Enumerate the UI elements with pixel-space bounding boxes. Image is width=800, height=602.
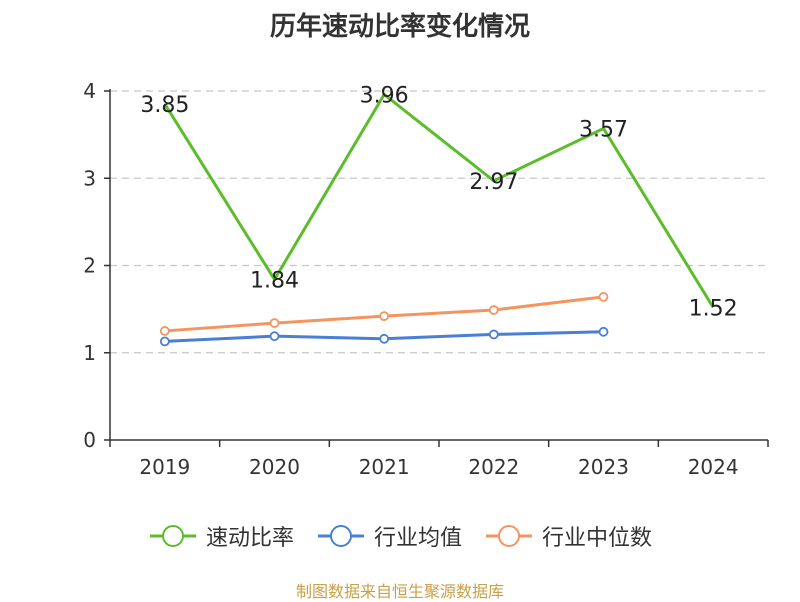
data-labels: 3.85 1.84 3.96 2.97 3.57 1.52: [140, 83, 737, 321]
data-point: [269, 318, 280, 328]
x-tick-label: 2021: [359, 455, 410, 479]
data-point: [379, 333, 390, 344]
y-tick-label: 1: [83, 341, 96, 365]
legend-item[interactable]: 行业中位数: [484, 520, 652, 552]
series-line: [163, 92, 715, 309]
data-point: [598, 292, 609, 302]
x-tick-label: 2024: [688, 455, 739, 479]
data-label: 3.96: [360, 83, 409, 108]
x-tick-label: 2023: [578, 455, 629, 479]
chart-title: 历年速动比率变化情况: [269, 12, 530, 42]
legend-label: 速动比率: [205, 526, 294, 551]
data-point: [159, 336, 170, 347]
source-note: 制图数据来自恒生聚源数据库: [295, 582, 504, 601]
y-tick-label: 4: [83, 79, 96, 103]
data-point: [379, 311, 390, 322]
legend-item[interactable]: 速动比率: [148, 520, 294, 552]
data-label: 3.57: [579, 118, 628, 143]
data-point: [598, 326, 609, 337]
legend-item[interactable]: 行业均值: [316, 520, 462, 552]
y-tick-label: 0: [83, 428, 96, 452]
data-label: 2.97: [469, 170, 518, 195]
legend: 速动比率 行业均值 行业中位数: [0, 520, 800, 552]
x-tick-label: 2020: [249, 455, 300, 479]
legend-swatch: [486, 525, 532, 547]
grid-lines: [110, 90, 768, 354]
y-tick-label: 3: [83, 166, 96, 190]
series-lines: [159, 92, 715, 347]
data-label: 3.85: [140, 93, 189, 118]
data-point: [488, 305, 499, 315]
data-point: [269, 331, 280, 342]
data-point: [488, 329, 499, 340]
legend-label: 行业中位数: [542, 526, 653, 551]
data-label: 1.52: [689, 296, 738, 321]
legend-swatch: [317, 525, 364, 547]
data-point: [159, 326, 170, 336]
legend-swatch: [149, 525, 196, 547]
y-tick-label: 2: [83, 254, 96, 278]
axes: 0 1 2 3 4 2019 2020 2021 2022 2023 2024: [83, 79, 769, 479]
data-label: 1.84: [250, 268, 299, 293]
x-tick-label: 2022: [468, 455, 519, 479]
x-tick-label: 2019: [139, 455, 190, 479]
legend-label: 行业均值: [373, 526, 462, 551]
